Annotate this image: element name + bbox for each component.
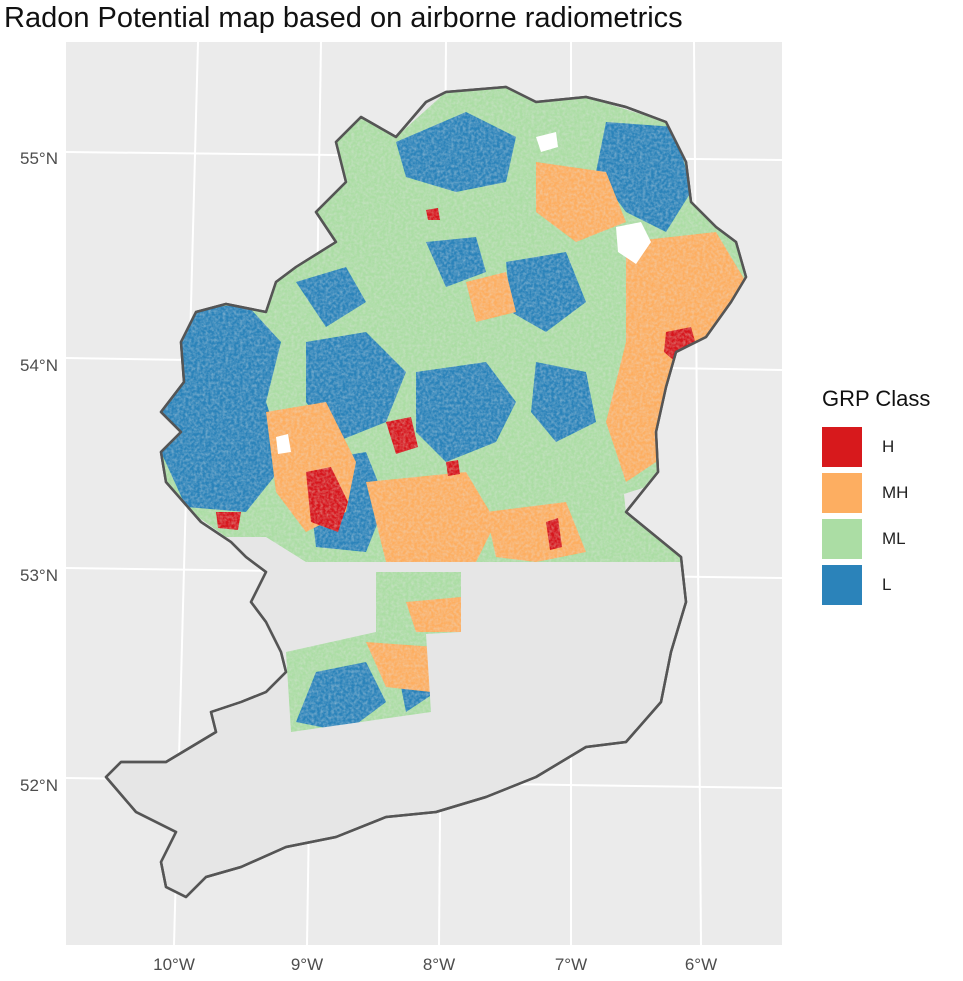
map-title: Radon Potential map based on airborne ra… [4,2,683,34]
x-tick-label: 10°W [153,955,195,974]
x-tick-label: 9°W [290,955,324,974]
legend: GRP Class H MH ML L [822,386,930,608]
legend-item-h: H [822,424,930,470]
legend-item-l: L [822,562,930,608]
legend-swatch [822,565,862,605]
y-tick-label: 53°N [20,566,58,585]
legend-swatch [822,427,862,467]
y-tick-label: 52°N [20,776,58,795]
y-tick-label: 54°N [20,356,58,375]
legend-label: L [882,575,892,594]
x-tick-label: 6°W [684,955,718,974]
coastline [104,85,748,899]
map-canvas [65,41,783,946]
radon-raster [161,87,746,732]
legend-title: GRP Class [822,386,931,411]
y-tick-label: 55°N [20,149,58,168]
legend-label: MH [882,483,909,502]
legend-label: ML [882,529,906,548]
legend-label: H [882,437,895,456]
x-tick-label: 7°W [554,955,588,974]
legend-item-mh: MH [822,470,930,516]
legend-item-ml: ML [822,516,930,562]
legend-swatch [822,519,862,559]
x-tick-label: 8°W [422,955,456,974]
legend-swatch [822,473,862,513]
map-panel [65,41,783,946]
loughs [276,132,651,454]
